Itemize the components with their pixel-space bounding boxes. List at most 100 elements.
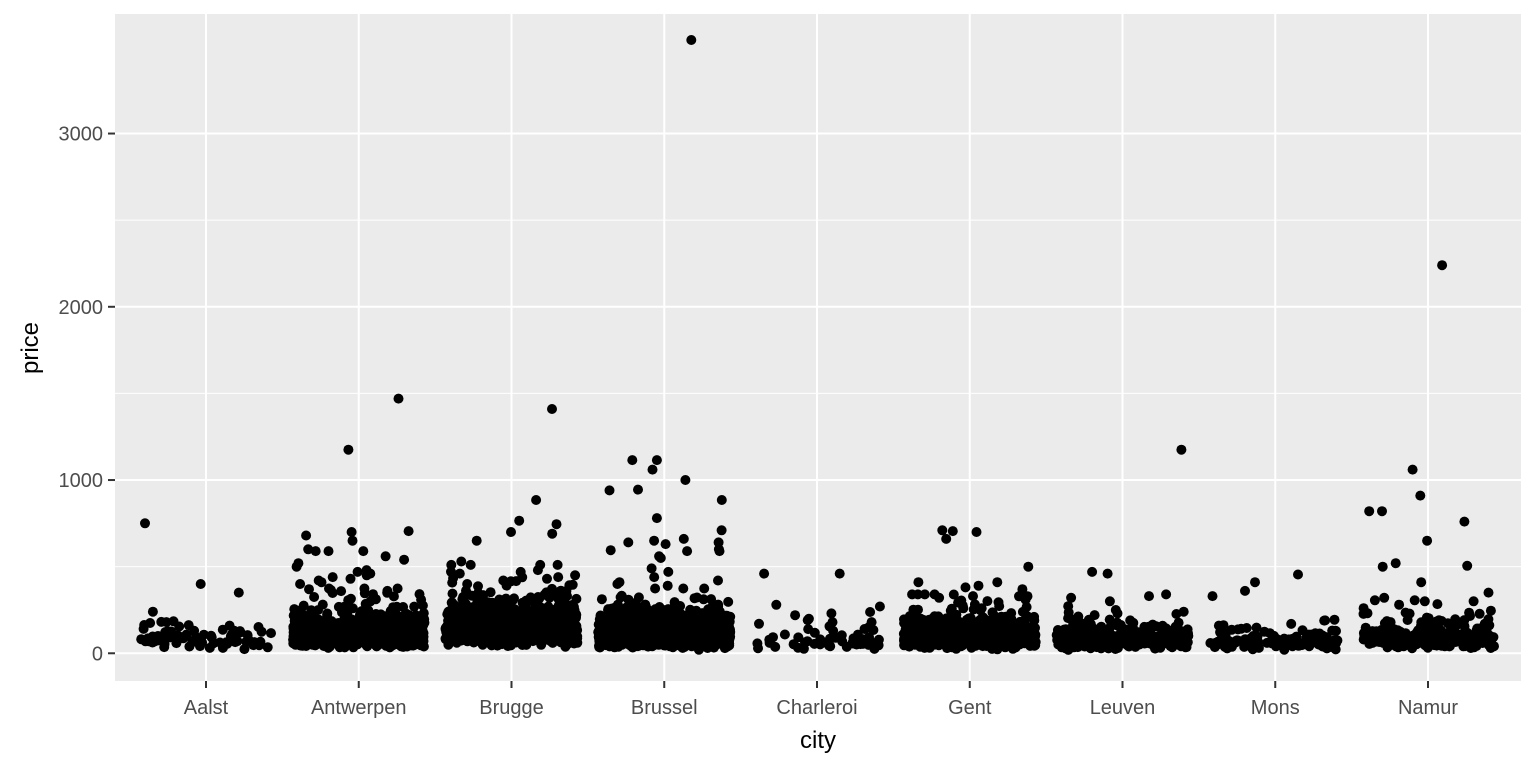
data-point <box>1178 606 1189 617</box>
data-point <box>1279 644 1290 655</box>
data-point <box>187 636 198 647</box>
data-point <box>655 553 666 563</box>
data-point <box>1331 635 1342 646</box>
data-point <box>337 607 347 618</box>
data-point <box>1177 626 1187 637</box>
data-point <box>390 608 401 619</box>
data-point <box>1286 618 1297 629</box>
data-point <box>547 583 557 594</box>
data-point <box>689 593 700 604</box>
data-point <box>1013 631 1024 642</box>
data-point <box>1483 587 1494 598</box>
data-point <box>614 623 625 634</box>
data-point <box>291 561 302 572</box>
data-point <box>698 594 709 605</box>
data-point <box>708 599 718 610</box>
data-point <box>937 525 948 536</box>
data-point <box>1474 608 1485 619</box>
data-point <box>1379 624 1390 635</box>
data-point <box>327 572 338 583</box>
data-point <box>486 640 497 651</box>
data-point <box>953 597 964 608</box>
data-point <box>678 533 689 544</box>
data-point <box>907 589 918 600</box>
data-point <box>416 632 427 643</box>
data-point <box>1053 628 1064 639</box>
data-point <box>712 629 722 639</box>
data-point <box>651 455 662 466</box>
data-point <box>454 568 465 579</box>
data-point <box>528 635 539 646</box>
data-point <box>1485 605 1496 616</box>
data-point <box>316 577 327 588</box>
data-point <box>646 563 657 574</box>
data-point <box>1402 615 1413 625</box>
data-point <box>649 535 660 546</box>
data-point <box>1207 591 1218 602</box>
data-point <box>440 633 451 644</box>
data-point <box>1377 506 1387 517</box>
data-point <box>1394 599 1405 610</box>
data-point <box>852 629 863 640</box>
data-point <box>560 598 571 609</box>
x-tick-label: Antwerpen <box>311 697 407 719</box>
data-point <box>680 475 691 485</box>
data-point <box>239 644 250 655</box>
data-point <box>355 629 366 640</box>
data-point <box>948 589 959 600</box>
data-point <box>544 630 554 641</box>
data-point <box>687 638 698 649</box>
data-point <box>802 615 813 626</box>
data-point <box>473 617 484 628</box>
data-point <box>976 603 987 614</box>
data-point <box>393 393 404 404</box>
data-point <box>544 592 555 603</box>
data-point <box>675 601 686 611</box>
data-point <box>359 588 370 599</box>
data-point <box>1252 640 1263 651</box>
data-point <box>552 559 563 570</box>
data-point <box>174 621 185 632</box>
data-point <box>511 576 522 587</box>
data-point <box>624 622 635 633</box>
data-point <box>1152 636 1163 646</box>
data-point <box>414 622 425 633</box>
data-point <box>1458 617 1469 628</box>
data-point <box>1468 596 1479 607</box>
data-points <box>136 35 1499 655</box>
data-point <box>471 535 482 546</box>
data-point <box>521 595 532 606</box>
data-point <box>1369 595 1380 606</box>
data-point <box>233 587 244 598</box>
data-point <box>604 485 615 496</box>
data-point <box>721 613 732 624</box>
data-point <box>380 611 390 622</box>
data-point <box>923 627 934 638</box>
data-point <box>941 533 952 544</box>
data-point <box>309 615 320 626</box>
data-point <box>960 582 971 593</box>
data-point <box>379 626 390 637</box>
data-point <box>1023 561 1034 572</box>
data-point <box>647 464 658 475</box>
data-point <box>675 609 686 620</box>
data-point <box>539 611 549 622</box>
data-point <box>448 631 459 642</box>
data-point <box>934 592 945 603</box>
data-point <box>1424 635 1435 646</box>
data-point <box>1115 620 1126 631</box>
data-point <box>633 484 643 495</box>
data-point <box>322 608 333 619</box>
data-point <box>352 566 363 577</box>
data-point <box>651 513 662 524</box>
data-point <box>662 580 673 591</box>
data-point <box>971 527 982 537</box>
data-point <box>162 626 173 637</box>
data-point <box>596 594 607 605</box>
data-point <box>195 579 206 589</box>
data-point <box>1240 639 1251 650</box>
data-point <box>1104 596 1115 607</box>
series-namur <box>1358 260 1499 654</box>
data-point <box>309 592 320 602</box>
